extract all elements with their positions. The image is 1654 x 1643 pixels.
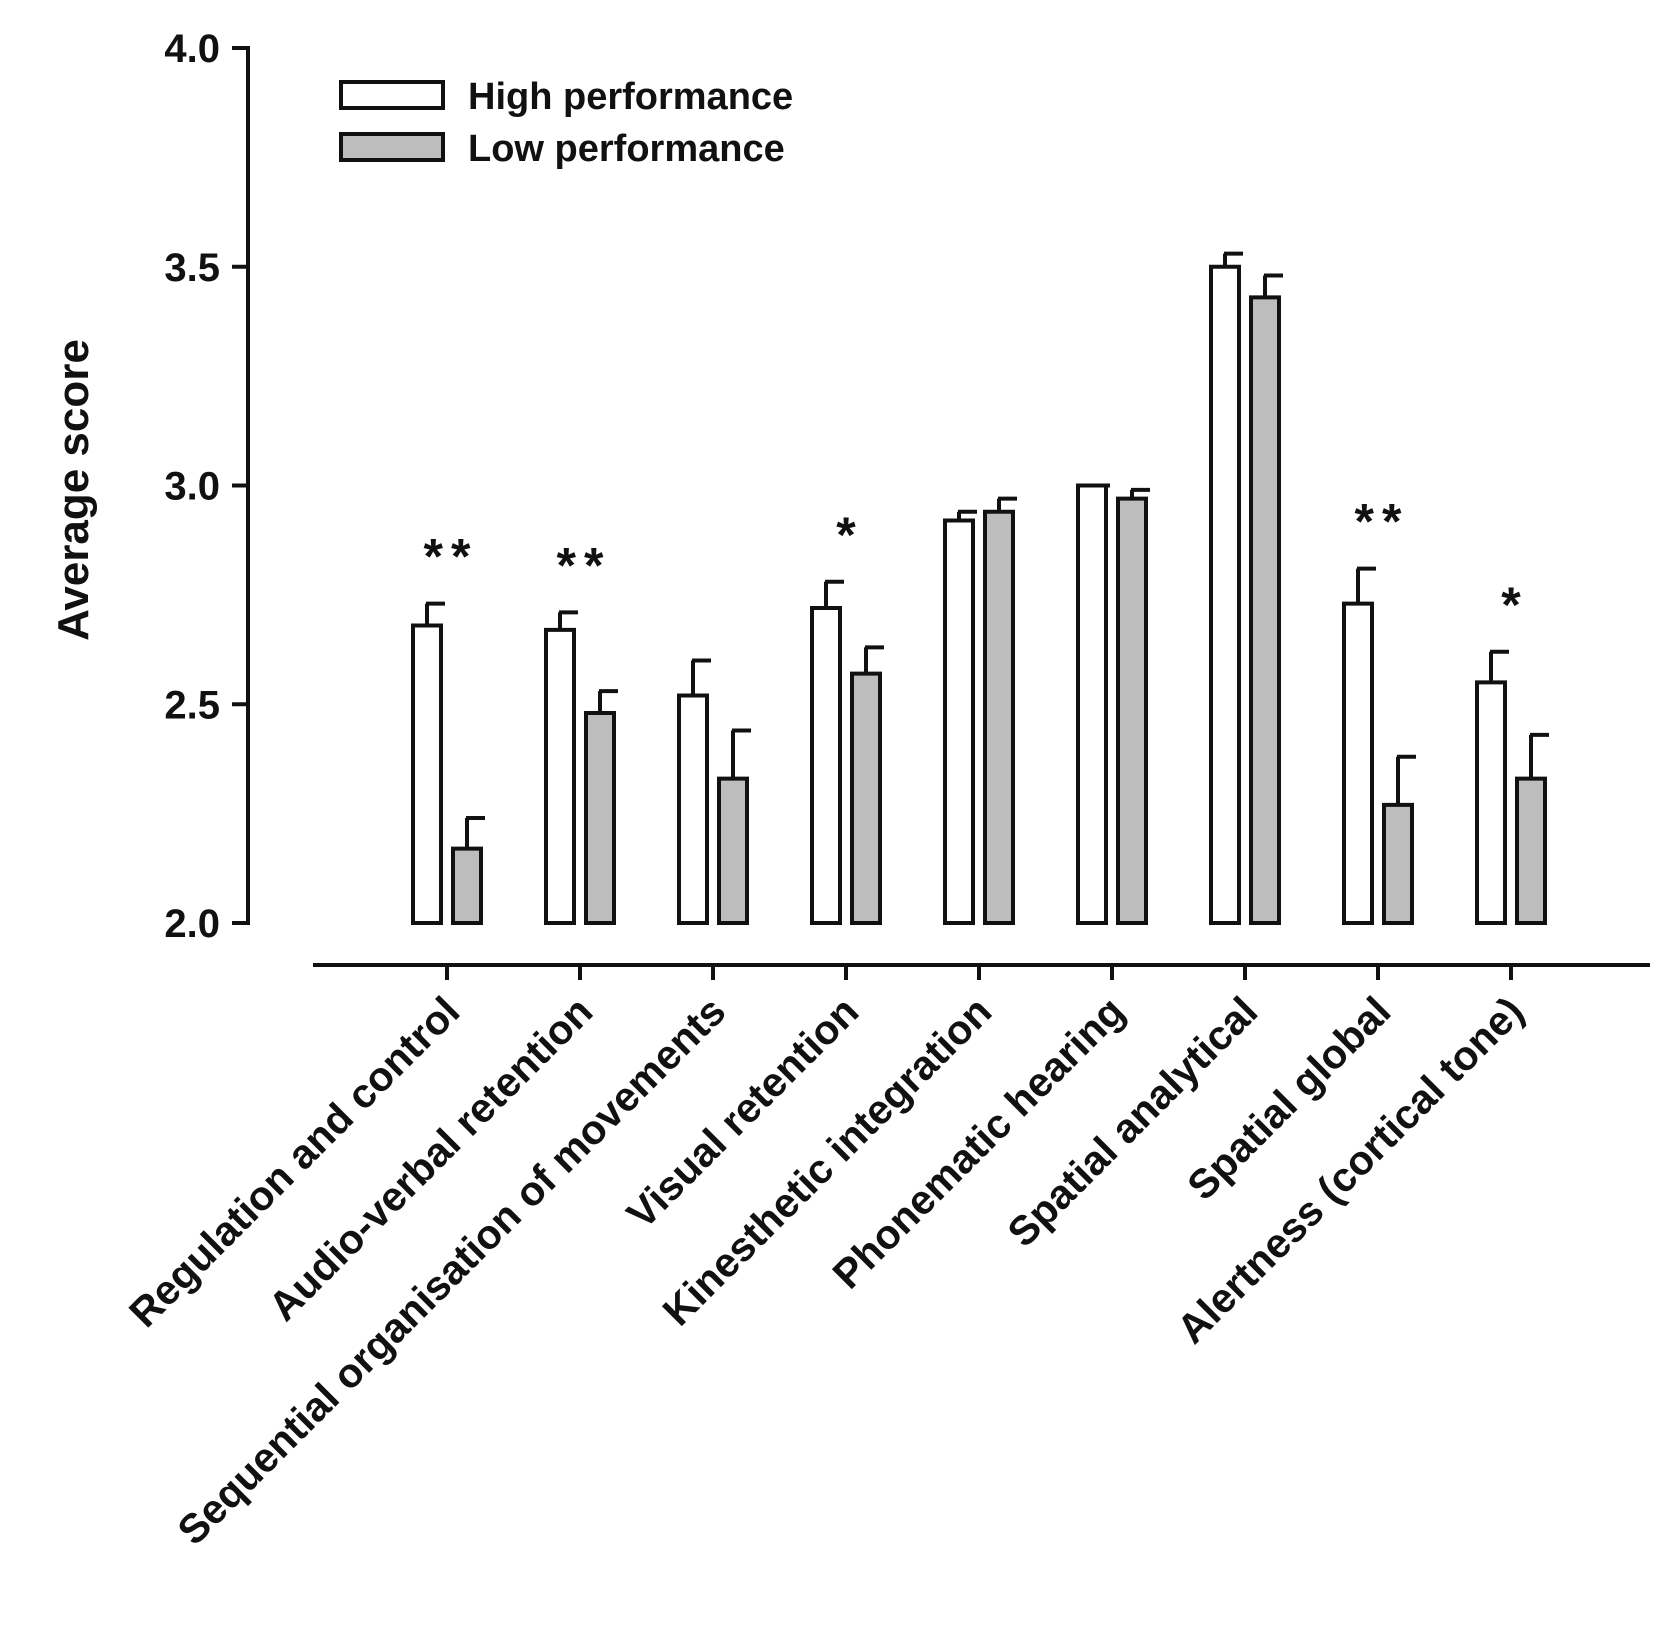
bar-low bbox=[451, 846, 483, 925]
legend: High performance Low performance bbox=[339, 76, 793, 170]
legend-label-high: High performance bbox=[468, 76, 793, 118]
bar-high bbox=[411, 623, 443, 925]
x-axis-ticks bbox=[445, 965, 1513, 980]
bar-high bbox=[544, 627, 576, 925]
significance-marker: ** bbox=[557, 537, 612, 593]
category-label: Sequential organisation of movements bbox=[169, 988, 735, 1554]
bar-low bbox=[850, 671, 882, 925]
bar-low bbox=[1515, 776, 1547, 925]
significance-marker: * bbox=[1501, 577, 1528, 633]
bar-high bbox=[1076, 483, 1108, 925]
bar-low bbox=[1382, 802, 1414, 925]
bars bbox=[411, 251, 1549, 925]
legend-label-low: Low performance bbox=[468, 128, 785, 170]
bar-high bbox=[677, 693, 709, 925]
y-axis: 2.0 2.5 3.0 3.5 4.0 bbox=[164, 27, 250, 946]
bar-low bbox=[1116, 496, 1148, 925]
legend-swatch-low bbox=[339, 132, 445, 162]
bar-high bbox=[1209, 264, 1241, 925]
bar-high bbox=[943, 518, 975, 925]
category-label: Spatial analytical bbox=[999, 988, 1267, 1256]
y-tick-label: 3.5 bbox=[164, 246, 220, 290]
bar-low bbox=[717, 776, 749, 925]
bar-high bbox=[1342, 601, 1374, 925]
y-tick-label: 3.0 bbox=[164, 465, 220, 509]
y-tick-label: 4.0 bbox=[164, 27, 220, 71]
y-axis-label: Average score bbox=[49, 339, 98, 641]
significance-marker: ** bbox=[424, 529, 479, 585]
y-tick-label: 2.0 bbox=[164, 902, 220, 946]
bar-low bbox=[584, 711, 616, 925]
bar-high bbox=[810, 606, 842, 925]
bar-high bbox=[1475, 680, 1507, 925]
bar-low bbox=[983, 509, 1015, 925]
bar-low bbox=[1249, 295, 1281, 925]
significance-marker: ** bbox=[1355, 494, 1410, 550]
significance-markers: ** *** *** bbox=[424, 494, 1528, 633]
significance-marker: * bbox=[836, 507, 863, 563]
category-label: Visual retention bbox=[618, 988, 867, 1237]
legend-swatch-high bbox=[339, 80, 445, 110]
y-tick-label: 2.5 bbox=[164, 683, 220, 727]
